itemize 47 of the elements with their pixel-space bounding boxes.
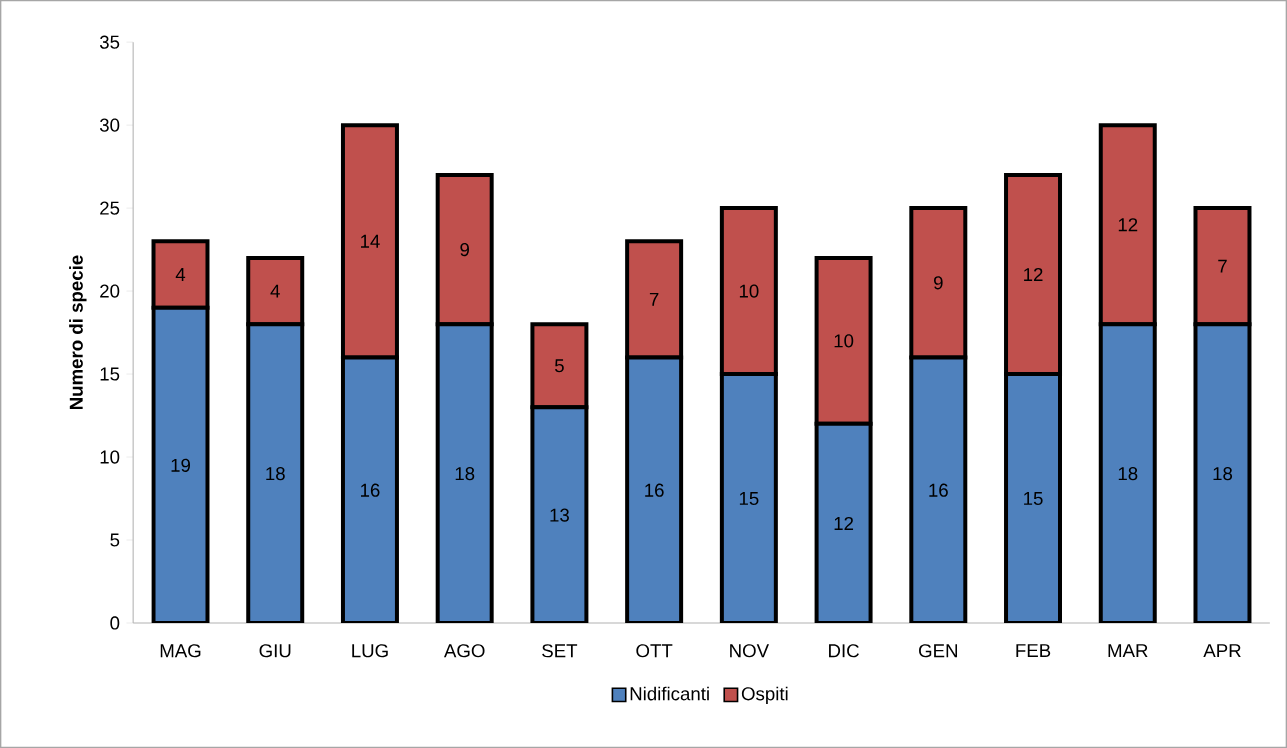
y-tick-label: 35 [99,35,120,49]
data-label: 7 [649,292,659,306]
data-label: 10 [739,284,759,298]
x-tick-label: MAR [1108,644,1148,657]
y-tick-label: 20 [100,284,120,298]
y-tick-label: 0 [110,616,120,630]
x-tick-label: DIC [829,644,859,658]
data-label: 4 [270,284,280,298]
x-tick-label: OTT [636,644,673,658]
data-label: 4 [175,268,186,281]
x-tick-label: GEN [919,644,958,658]
data-label: 9 [460,242,469,257]
data-label: 14 [361,234,380,248]
data-label: 15 [1024,491,1043,505]
data-label: 15 [739,491,759,505]
data-label: 19 [171,458,190,472]
x-tick-label: MAG [160,644,201,658]
legend-label: Nidificanti [630,686,709,701]
x-tick-label: SET [542,644,578,658]
x-tick-label: NOV [730,644,769,658]
y-tick-label: 5 [110,533,120,547]
y-tick-label: 10 [100,450,120,464]
x-tick-label: GIU [259,644,291,658]
data-label: 12 [1024,267,1043,281]
data-label: 12 [1118,218,1138,232]
data-label: 16 [361,483,380,497]
data-label: 18 [1118,466,1138,481]
data-label: 18 [1213,466,1233,481]
data-label: 18 [455,466,475,481]
data-label: 13 [550,508,569,522]
y-tick-label: 30 [99,118,120,132]
data-label: 18 [266,466,285,481]
data-label: 16 [929,483,948,497]
x-tick-label: LUG [352,644,388,658]
data-label: 9 [934,276,943,290]
x-tick-label: FEB [1016,644,1051,657]
data-label: 16 [645,483,664,497]
y-tick-label: 15 [100,367,120,381]
y-axis-title: Numero di specie [69,255,87,410]
y-tick-label: 25 [100,201,120,215]
data-label: 5 [554,359,564,373]
data-label: 10 [834,334,854,348]
data-label: 12 [834,516,854,530]
x-tick-label: AGO [443,644,485,658]
x-tick-label: APR [1203,644,1241,657]
data-label: 7 [1218,259,1227,273]
legend-label: Ospiti [741,686,788,705]
